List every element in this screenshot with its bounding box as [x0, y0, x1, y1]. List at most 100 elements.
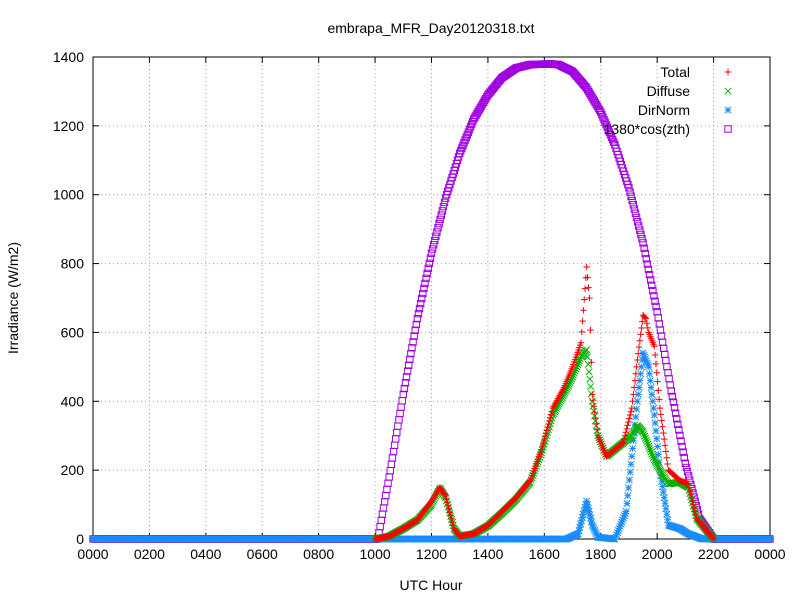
- series-3-point: [380, 498, 389, 506]
- series-2-point: [645, 370, 654, 378]
- series-2-point: [626, 468, 634, 476]
- series-3-point: [599, 113, 607, 121]
- series-3-point: [677, 437, 685, 445]
- series-2-point: [591, 526, 599, 534]
- series-0-point: [641, 314, 649, 321]
- series-0-point: [443, 496, 450, 503]
- series-3-point: [412, 320, 421, 329]
- series-3-point: [676, 431, 684, 440]
- series-3-point: [391, 435, 400, 443]
- series-1-point: [646, 446, 654, 454]
- series-3-point: [462, 133, 470, 142]
- series-3-point: [458, 144, 466, 152]
- series-0-point: [444, 502, 452, 509]
- series-3-point: [670, 403, 679, 412]
- series-0-point: [589, 397, 597, 404]
- series-3-point: [680, 453, 688, 462]
- series-1-point: [645, 442, 653, 450]
- series-1-point: [645, 444, 654, 452]
- series-2-point: [639, 349, 647, 357]
- series-2-point: [661, 499, 669, 507]
- series-0-point: [544, 424, 551, 431]
- series-2-point: [629, 444, 637, 453]
- series-0-point: [581, 285, 589, 292]
- series-2-point: [652, 427, 660, 435]
- series-2-point: [619, 514, 628, 522]
- series-3-point: [674, 420, 682, 429]
- series-2-point: [576, 523, 584, 531]
- legend-marker: [724, 68, 732, 76]
- series-0-point: [687, 491, 694, 498]
- series-0-point: [655, 396, 663, 403]
- series-2-point: [662, 505, 670, 513]
- series-3-point: [602, 120, 610, 129]
- series-1-point: [575, 357, 583, 365]
- series-2-point: [622, 507, 630, 516]
- series-3-point: [463, 131, 472, 139]
- series-3-point: [432, 232, 440, 240]
- grid-lines: [93, 57, 770, 539]
- series-2-point: [578, 513, 586, 522]
- series-3-point: [635, 222, 643, 230]
- series-3-point: [461, 136, 469, 144]
- series-0-point: [638, 324, 645, 332]
- series-2-point: [583, 497, 591, 505]
- series-3-point: [605, 128, 614, 136]
- series-3-point: [464, 128, 473, 136]
- series-3-point: [403, 367, 412, 375]
- series-0-point: [546, 414, 554, 421]
- series-3-point: [649, 286, 657, 295]
- series-1-point: [647, 448, 655, 456]
- series-1-point: [586, 375, 594, 383]
- series-3-point: [440, 198, 449, 207]
- series-0-point: [658, 417, 665, 424]
- series-2-point: [660, 494, 668, 502]
- series-3-point: [397, 403, 405, 411]
- series-2-point: [614, 526, 622, 535]
- series-0-point: [541, 433, 549, 440]
- legend-marker: [724, 87, 732, 95]
- series-3-point: [650, 292, 658, 300]
- series-3-point: [437, 211, 445, 219]
- series-0-point: [620, 435, 628, 443]
- series-3-point: [390, 441, 399, 449]
- series-3-point: [466, 123, 475, 131]
- series-3-point: [415, 304, 424, 313]
- series-3-point: [413, 314, 422, 323]
- series-3-point: [385, 473, 393, 481]
- series-3-point: [425, 259, 434, 268]
- series-3-point: [386, 466, 394, 475]
- series-2-point: [586, 511, 594, 519]
- y-tick-label: 200: [61, 462, 85, 478]
- series-3-point: [603, 123, 611, 131]
- series-0-point: [441, 491, 448, 498]
- series-3-point: [636, 226, 644, 234]
- series-2-point: [644, 361, 652, 369]
- series-0-point: [663, 454, 670, 461]
- series-0-point: [526, 478, 533, 485]
- series-0-point: [629, 398, 636, 405]
- series-3-point: [378, 510, 387, 518]
- series-3-point: [600, 115, 608, 124]
- series-3-point: [684, 472, 693, 480]
- series-2-point: [590, 525, 598, 533]
- series-3-point: [661, 350, 669, 359]
- series-0-point: [661, 435, 668, 443]
- series-0-point: [623, 425, 630, 433]
- series-3-point: [629, 201, 637, 209]
- y-tick-label: 400: [61, 393, 85, 409]
- series-2-point: [620, 512, 628, 520]
- series-0-point: [710, 535, 717, 543]
- series-0-point: [635, 343, 643, 351]
- series-3-point: [416, 299, 425, 308]
- series-3-point: [396, 409, 404, 418]
- series-0-point: [588, 359, 595, 366]
- x-tick-label: 2200: [698, 546, 729, 562]
- series-1-point: [583, 346, 591, 354]
- x-tick-label: 0800: [303, 546, 334, 562]
- series-3-point: [465, 125, 474, 134]
- series-3-point: [438, 207, 447, 215]
- series-2-point: [611, 535, 619, 543]
- series-2-point: [580, 507, 588, 515]
- series-0-point: [592, 414, 599, 422]
